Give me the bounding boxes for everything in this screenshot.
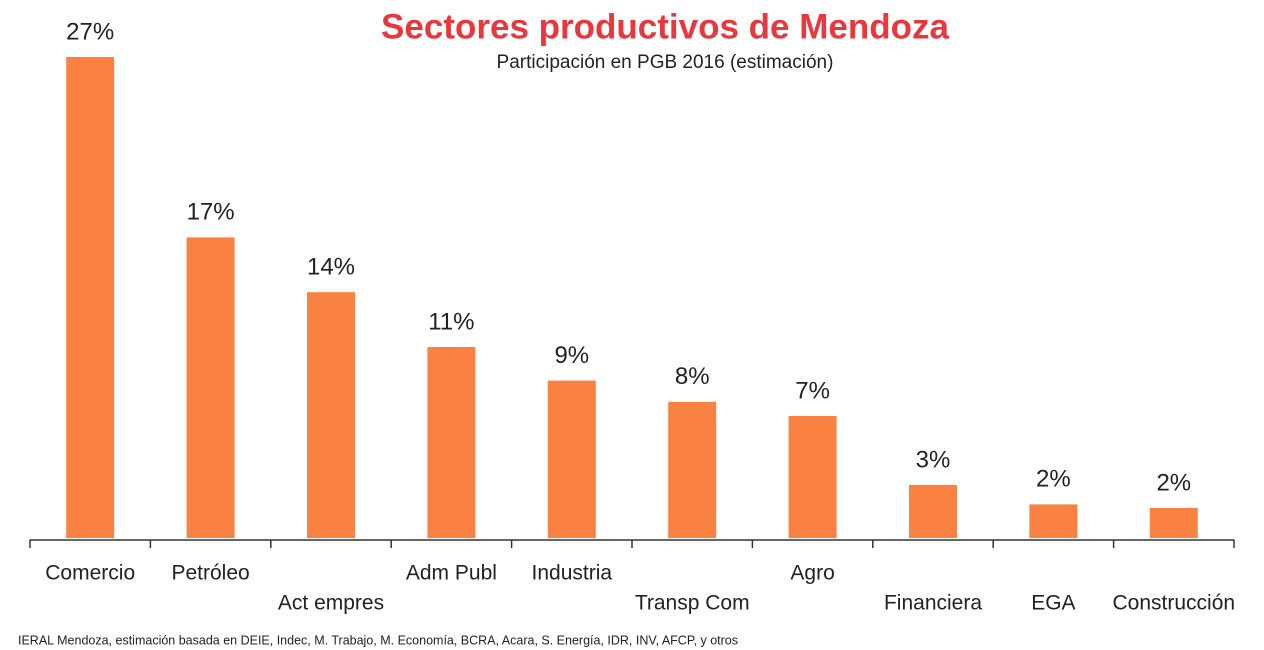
- x-tick-label: Comercio: [45, 562, 135, 585]
- bar: [307, 292, 355, 538]
- x-tick-label: Agro: [790, 562, 834, 585]
- data-label: 14%: [307, 254, 355, 281]
- bar: [1029, 504, 1078, 538]
- data-label: 2%: [1156, 469, 1191, 496]
- x-tick-label: Petróleo: [171, 562, 249, 585]
- data-label: 27%: [66, 18, 114, 45]
- bar: [909, 484, 957, 538]
- chart-title: Sectores productivos de Mendoza: [381, 7, 949, 46]
- bar: [427, 347, 476, 538]
- x-tick-label: Financiera: [884, 592, 982, 615]
- bar: [668, 401, 717, 538]
- x-tick-label: Act empres: [278, 592, 384, 615]
- x-tick-label: Industria: [532, 562, 613, 585]
- data-label: 2%: [1036, 466, 1071, 493]
- bar: [66, 57, 115, 538]
- source-note: IERAL Mendoza, estimación basada en DEIE…: [18, 633, 738, 647]
- bar: [788, 415, 837, 538]
- bar: [1149, 507, 1198, 538]
- x-tick-label: Transp Com: [635, 592, 750, 615]
- data-label: 3%: [916, 446, 951, 473]
- chart-subtitle: Participación en PGB 2016 (estimación): [497, 52, 834, 73]
- data-label: 8%: [675, 363, 710, 390]
- data-label: 9%: [554, 342, 589, 369]
- x-tick-label: Adm Publ: [406, 562, 497, 585]
- x-tick-label: Construcción: [1113, 592, 1236, 615]
- bar: [186, 237, 235, 538]
- x-tick-label: EGA: [1031, 592, 1075, 615]
- data-label: 17%: [187, 199, 235, 226]
- data-label: 11%: [428, 308, 474, 335]
- bar: [547, 380, 596, 538]
- data-label: 7%: [795, 377, 830, 404]
